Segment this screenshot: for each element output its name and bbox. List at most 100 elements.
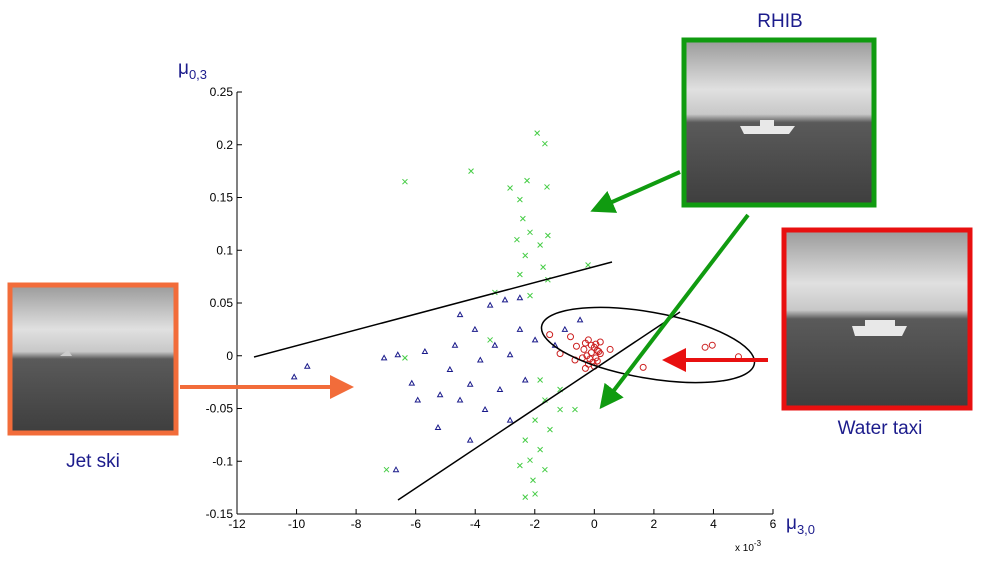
point bbox=[531, 336, 539, 343]
point bbox=[567, 333, 575, 341]
point bbox=[402, 355, 408, 361]
point bbox=[596, 350, 604, 358]
point bbox=[708, 341, 716, 349]
arrow bbox=[590, 170, 681, 213]
point bbox=[584, 336, 592, 344]
point bbox=[592, 340, 600, 348]
point bbox=[290, 373, 298, 380]
x-tick-label: -6 bbox=[410, 517, 421, 531]
point bbox=[436, 391, 444, 398]
jet-ski-image bbox=[7, 282, 179, 436]
point bbox=[537, 242, 543, 248]
point bbox=[434, 423, 442, 430]
point bbox=[516, 294, 524, 301]
boundary-ellipse bbox=[540, 306, 756, 384]
x-label-symbol: μ bbox=[786, 513, 797, 534]
y-tick-label: 0.1 bbox=[216, 243, 233, 257]
point bbox=[701, 343, 709, 351]
point bbox=[527, 457, 533, 464]
x-tick-label: 2 bbox=[651, 517, 658, 531]
point bbox=[596, 338, 604, 346]
point bbox=[466, 436, 474, 443]
point bbox=[517, 271, 523, 278]
point bbox=[546, 331, 554, 339]
point bbox=[486, 301, 494, 308]
point bbox=[545, 232, 551, 239]
point bbox=[487, 337, 493, 343]
point bbox=[585, 262, 591, 268]
point bbox=[468, 168, 474, 174]
point bbox=[524, 177, 530, 184]
point bbox=[516, 325, 524, 332]
point bbox=[456, 311, 464, 318]
point bbox=[520, 215, 526, 222]
y-label-subscript: 0,3 bbox=[189, 67, 207, 82]
point bbox=[451, 341, 459, 348]
x-tick-label: -10 bbox=[288, 517, 306, 531]
x-tick-label: -2 bbox=[529, 517, 540, 531]
point bbox=[476, 356, 484, 363]
point bbox=[466, 380, 474, 387]
point bbox=[542, 140, 548, 147]
point bbox=[506, 416, 514, 423]
x-tick-label: -12 bbox=[228, 517, 246, 531]
point bbox=[587, 349, 595, 357]
point bbox=[481, 406, 489, 413]
point bbox=[402, 178, 408, 185]
point bbox=[580, 345, 588, 353]
point bbox=[394, 351, 402, 358]
point bbox=[639, 363, 647, 371]
water-taxi-label: Water taxi bbox=[838, 418, 923, 439]
point bbox=[547, 426, 553, 433]
point bbox=[537, 377, 543, 383]
x-tick-label: 0 bbox=[591, 517, 598, 531]
y-tick-label: -0.05 bbox=[206, 402, 234, 416]
point bbox=[557, 406, 563, 413]
point bbox=[471, 325, 479, 332]
point bbox=[581, 364, 589, 372]
point bbox=[532, 417, 538, 423]
y-tick-label: -0.1 bbox=[212, 454, 233, 468]
x-axis-label: μ3,0 bbox=[786, 513, 815, 537]
point bbox=[517, 196, 523, 203]
x-tick-label: -8 bbox=[351, 517, 362, 531]
rhib-image bbox=[681, 37, 877, 208]
point bbox=[572, 406, 578, 413]
point bbox=[506, 351, 514, 358]
point bbox=[542, 466, 548, 473]
y-axis-label: μ0,3 bbox=[178, 58, 207, 82]
point bbox=[303, 362, 311, 369]
point bbox=[530, 477, 536, 484]
point bbox=[540, 264, 546, 270]
point bbox=[522, 494, 529, 500]
x-label-subscript: 3,0 bbox=[797, 522, 815, 537]
point bbox=[534, 130, 541, 136]
point bbox=[561, 325, 569, 332]
point bbox=[522, 252, 529, 259]
y-tick-label: 0.15 bbox=[210, 191, 234, 205]
point bbox=[496, 385, 504, 393]
y-label-symbol: μ bbox=[178, 58, 189, 79]
point bbox=[446, 365, 454, 372]
point bbox=[544, 184, 550, 190]
point bbox=[572, 342, 580, 350]
multiplier-exponent: -3 bbox=[754, 539, 762, 548]
point bbox=[456, 396, 464, 403]
point bbox=[593, 357, 601, 365]
point bbox=[507, 185, 513, 191]
y-tick-label: 0.25 bbox=[210, 85, 234, 99]
point bbox=[576, 316, 584, 323]
rhib-label: RHIB bbox=[757, 11, 802, 32]
y-tick-label: 0.05 bbox=[210, 296, 234, 310]
y-tick-label: 0 bbox=[226, 349, 233, 363]
point bbox=[527, 229, 533, 236]
x-multiplier: x 10-3 bbox=[735, 539, 762, 554]
boundary-line bbox=[253, 261, 613, 358]
y-tick-label: -0.15 bbox=[206, 507, 234, 521]
point bbox=[414, 396, 422, 403]
point bbox=[537, 446, 543, 453]
point bbox=[522, 437, 529, 444]
point bbox=[491, 341, 499, 348]
y-tick-label: 0.2 bbox=[216, 138, 233, 152]
jet-ski-label: Jet ski bbox=[66, 451, 120, 472]
